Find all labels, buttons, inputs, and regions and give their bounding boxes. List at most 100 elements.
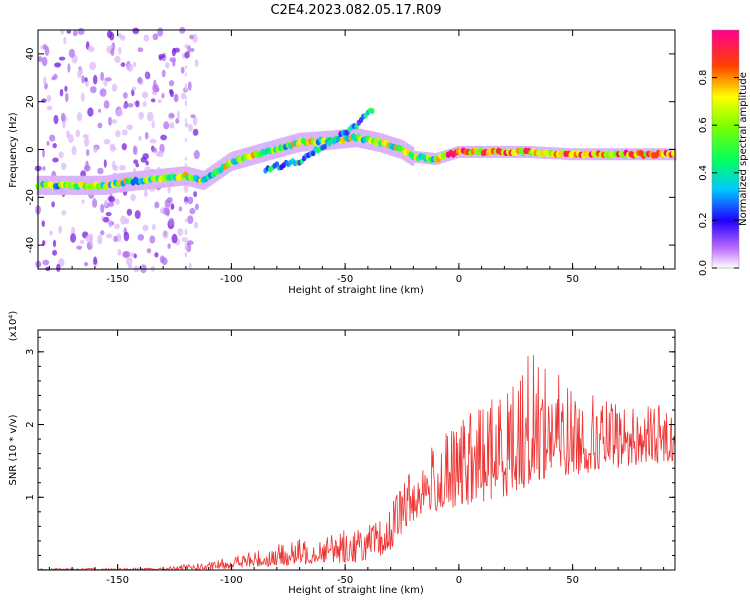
noise-blob xyxy=(118,46,122,55)
noise-blob xyxy=(163,207,170,216)
noise-blob xyxy=(70,233,77,243)
noise-blob xyxy=(132,145,137,155)
noise-blob xyxy=(61,209,67,216)
colorbar-tick-label: 0.4 xyxy=(698,165,709,181)
noise-blob xyxy=(187,196,194,205)
noise-blob xyxy=(87,107,94,117)
noise-blob xyxy=(42,149,46,158)
noise-blob xyxy=(194,221,199,229)
noise-blob xyxy=(126,63,134,72)
noise-blob xyxy=(103,159,107,168)
noise-blob xyxy=(157,27,164,37)
noise-blob xyxy=(184,72,188,77)
noise-blob xyxy=(192,116,198,126)
noise-blob xyxy=(184,95,188,100)
noise-blob xyxy=(44,46,50,56)
noise-blob xyxy=(49,230,53,236)
colorbar-label: Normalized spectral amplitude xyxy=(738,72,749,226)
noise-blob xyxy=(109,31,115,41)
noise-blob xyxy=(82,134,89,139)
noise-blob xyxy=(158,54,166,59)
noise-blob xyxy=(52,249,58,256)
x-tick-label: 0 xyxy=(456,575,462,586)
noise-blob xyxy=(164,199,171,208)
noise-blob xyxy=(144,132,149,140)
x-tick-label: -100 xyxy=(220,575,243,586)
noise-blob xyxy=(134,210,141,219)
noise-blob xyxy=(103,199,109,207)
noise-blob xyxy=(150,98,156,103)
noise-blob xyxy=(133,159,139,165)
noise-blob xyxy=(180,92,186,100)
noise-blob xyxy=(81,199,85,204)
noise-blob xyxy=(142,224,149,232)
noise-blob xyxy=(159,255,165,264)
noise-blob xyxy=(184,118,188,123)
noise-blob xyxy=(122,251,129,258)
noise-blob xyxy=(184,51,190,59)
noise-blob xyxy=(46,105,53,111)
noise-blob xyxy=(54,62,62,68)
noise-blob xyxy=(151,224,156,231)
noise-blob xyxy=(138,135,142,141)
branch-blob xyxy=(322,143,327,150)
y-tick-label: 0 xyxy=(25,146,36,152)
noise-blob xyxy=(92,198,98,208)
noise-blob xyxy=(171,233,178,244)
noise-blob xyxy=(52,157,59,163)
noise-blob xyxy=(98,108,102,113)
branch-blob xyxy=(336,136,341,143)
snr-ylabel: SNR (10 * v/v) xyxy=(8,414,19,485)
noise-blob xyxy=(79,239,85,245)
snr-series-line xyxy=(37,354,676,572)
noise-blob xyxy=(123,92,128,99)
x-tick-label: 50 xyxy=(566,575,579,586)
noise-blob xyxy=(184,156,188,161)
noise-blob xyxy=(169,122,175,129)
noise-blob xyxy=(99,88,107,97)
noise-blob xyxy=(127,103,134,108)
noise-blob xyxy=(187,215,194,225)
noise-blob xyxy=(111,119,118,124)
noise-blob xyxy=(66,130,71,139)
noise-blob xyxy=(187,81,192,91)
noise-blob xyxy=(100,71,104,81)
spectrogram-plot-area xyxy=(34,26,677,274)
noise-blob xyxy=(143,189,148,198)
noise-blob xyxy=(163,121,170,130)
noise-blob xyxy=(152,83,160,93)
branch-blob xyxy=(370,108,375,115)
noise-blob xyxy=(65,92,69,103)
y-tick-label: -20 xyxy=(25,189,36,205)
noise-blob xyxy=(93,74,98,85)
noise-blob xyxy=(80,92,85,102)
y-tick-label: -40 xyxy=(25,237,36,253)
noise-blob xyxy=(66,29,72,34)
snr-ticks: -150 -100 -50 0 50 1 2 3 xyxy=(25,330,675,586)
noise-blob xyxy=(123,231,130,242)
noise-blob xyxy=(188,262,192,270)
noise-blob xyxy=(46,94,52,103)
noise-blob xyxy=(133,253,137,259)
x-tick-label: -50 xyxy=(337,274,353,285)
noise-blob xyxy=(52,239,57,248)
noise-blob xyxy=(190,48,195,52)
noise-blob xyxy=(194,59,199,67)
noise-blob xyxy=(108,116,112,126)
noise-blob xyxy=(76,245,83,250)
noise-blob xyxy=(78,67,84,75)
noise-blob xyxy=(151,120,155,129)
spectrogram-panel: -150 -100 -50 0 50 -40 -20 0 20 40 Height of stra… xyxy=(8,26,677,296)
noise-blob xyxy=(84,262,89,267)
noise-blob xyxy=(188,124,193,132)
noise-blob xyxy=(93,146,98,153)
noise-blob xyxy=(158,150,164,158)
snr-panel: -150 -100 -50 0 50 1 2 3 Height of straight lin… xyxy=(8,311,676,596)
noise-blob xyxy=(113,165,119,171)
noise-blob xyxy=(167,243,171,249)
noise-blob xyxy=(190,114,196,119)
noise-blob xyxy=(146,111,154,122)
noise-blob xyxy=(103,100,110,109)
noise-blob xyxy=(161,69,166,78)
